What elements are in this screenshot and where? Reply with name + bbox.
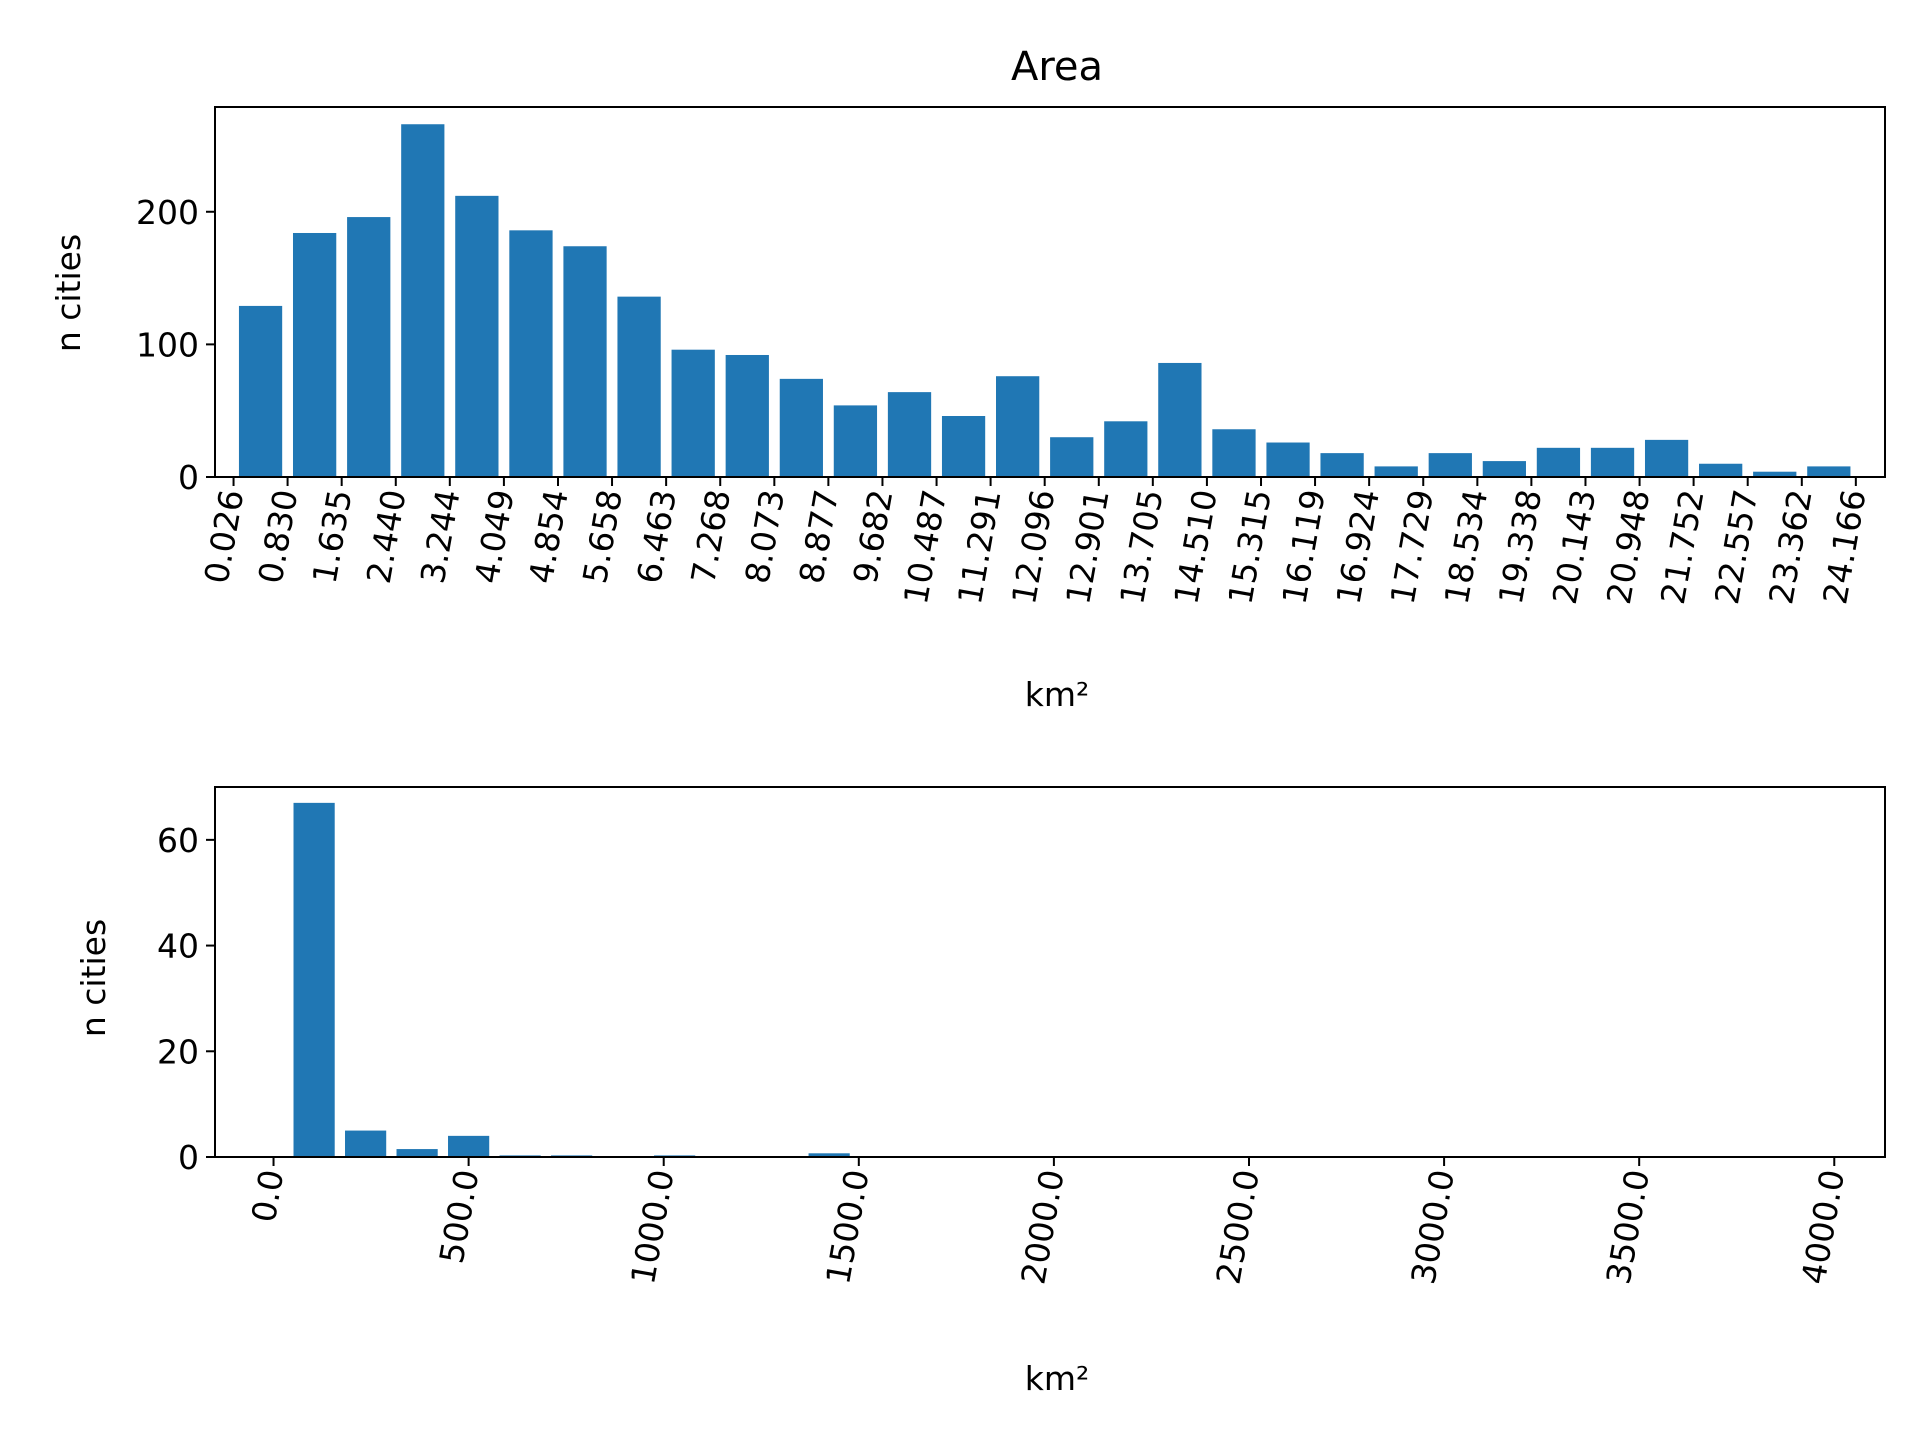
x-tick-label: 20.143	[1545, 487, 1603, 607]
histogram-bar	[1753, 471, 1797, 477]
histogram-bar	[292, 232, 337, 477]
histogram-bar	[1158, 362, 1202, 477]
histogram-bar	[1266, 442, 1310, 477]
chart-title: Area	[1011, 44, 1103, 90]
histogram-bar	[887, 392, 932, 477]
x-tick-label: 14.510	[1166, 487, 1224, 607]
x-tick-label: 13.705	[1112, 487, 1170, 607]
x-tick-label: 12.901	[1058, 487, 1116, 607]
histogram-bar	[345, 1130, 387, 1157]
y-tick-label: 200	[136, 193, 199, 232]
x-tick-label: 15.315	[1220, 487, 1278, 607]
histogram-bar	[1482, 461, 1526, 477]
x-tick-label: 0.830	[251, 487, 306, 587]
x-tick-label: 24.166	[1815, 487, 1873, 607]
x-tick-label: 12.096	[1004, 487, 1062, 607]
x-tick-label: 16.924	[1329, 487, 1387, 607]
x-tick-label: 8.073	[737, 487, 792, 587]
x-tick-label: 5.658	[575, 487, 630, 587]
histogram-bar	[509, 230, 553, 477]
histogram-bar	[401, 124, 445, 478]
x-tick-label: 0.026	[197, 487, 252, 587]
histogram-bar	[1320, 453, 1364, 477]
histogram-bar	[1699, 463, 1743, 477]
histogram-bar	[1374, 466, 1418, 477]
x-tick-label: 2.440	[359, 487, 414, 587]
x-tick-label: 17.729	[1383, 487, 1441, 607]
area-histogram-fine: 0 100 200 0.026 0.830 1.635 2.440 3.244 4.049 4.8…	[136, 106, 1886, 607]
histogram-bar	[808, 1153, 850, 1157]
histogram-bar	[1590, 447, 1635, 477]
x-tick-label: 3500.0	[1599, 1167, 1657, 1287]
x-tick-label: 4000.0	[1794, 1167, 1852, 1287]
histogram-bar	[238, 305, 283, 477]
y-tick-label: 0	[178, 1138, 199, 1177]
area-histogram-full-range: 0 20 40 60 0.0 500.0 1000.0 1500.0 2000.0 2500.0 3…	[157, 786, 1886, 1287]
x-tick-label: 4.049	[467, 487, 522, 587]
x-tick-label: 11.291	[950, 487, 1008, 607]
y-axis-title: n cities	[49, 234, 88, 352]
x-tick-label: 4.854	[521, 487, 576, 587]
y-tick-label: 20	[157, 1032, 199, 1071]
histogram-bar	[293, 802, 335, 1157]
histogram-bar	[941, 416, 986, 477]
histogram-bar	[725, 354, 769, 477]
x-tick-label: 20.948	[1599, 487, 1657, 607]
histogram-bar	[1104, 421, 1148, 477]
y-tick-label: 40	[157, 927, 199, 966]
x-tick-label: 16.119	[1274, 487, 1332, 607]
x-tick-label: 500.0	[432, 1167, 487, 1267]
histogram-bar	[617, 296, 661, 477]
x-tick-label: 10.487	[896, 487, 954, 607]
x-tick-label: 1000.0	[623, 1167, 681, 1287]
x-tick-label: 8.877	[791, 487, 846, 587]
x-tick-label: 6.463	[629, 487, 684, 587]
x-tick-label: 1.635	[305, 487, 360, 587]
x-tick-label: 2500.0	[1208, 1167, 1266, 1287]
x-tick-label: 2000.0	[1013, 1167, 1071, 1287]
x-tick-label: 3.244	[413, 487, 468, 587]
plot-frame	[214, 786, 1886, 1158]
histogram-bar	[1644, 439, 1689, 477]
histogram-bar	[455, 195, 499, 477]
x-tick-label: 21.752	[1653, 487, 1711, 607]
histogram-bar	[563, 246, 607, 477]
histogram-bar	[833, 405, 878, 477]
x-tick-label: 9.682	[846, 487, 901, 587]
x-axis-title: km²	[1025, 1359, 1090, 1398]
histogram-bar	[448, 1135, 490, 1157]
x-tick-label: 18.534	[1437, 487, 1495, 607]
x-axis-title: km²	[1025, 675, 1090, 714]
plot-frame	[214, 106, 1886, 478]
x-tick-label: 7.268	[683, 487, 738, 587]
histogram-bar	[779, 378, 823, 477]
histogram-bar	[1807, 466, 1851, 477]
x-tick-label: 23.362	[1761, 487, 1819, 607]
histogram-bar	[671, 349, 715, 477]
x-tick-label: 3000.0	[1404, 1167, 1462, 1287]
y-tick-label: 100	[136, 325, 199, 364]
histogram-bar	[1428, 453, 1472, 477]
histogram-bar	[996, 376, 1040, 477]
histogram-bar	[347, 217, 391, 477]
x-tick-label: 1500.0	[818, 1167, 876, 1287]
x-tick-label: 22.557	[1707, 487, 1765, 607]
histogram-bar	[396, 1149, 438, 1157]
y-axis-title: n cities	[74, 919, 113, 1037]
x-tick-label: 0.0	[244, 1167, 292, 1225]
y-tick-label: 60	[157, 821, 199, 860]
histogram-bar	[1536, 447, 1581, 477]
histogram-bar	[1050, 437, 1094, 477]
histogram-bar	[1212, 429, 1256, 477]
y-tick-label: 0	[178, 458, 199, 497]
x-tick-label: 19.338	[1491, 487, 1549, 607]
